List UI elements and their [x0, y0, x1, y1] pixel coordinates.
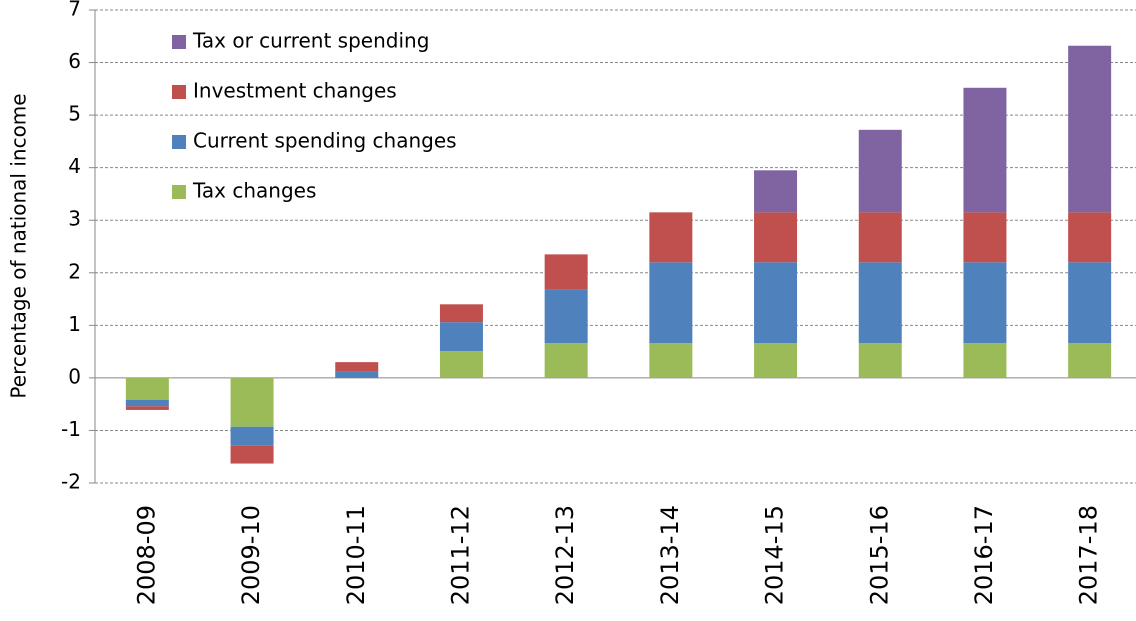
x-tick-label: 2012-13	[551, 505, 579, 605]
y-tick-label: 7	[68, 0, 81, 21]
bar-segment	[1068, 212, 1112, 263]
y-tick-label: -1	[61, 417, 81, 441]
bar-segment	[544, 343, 588, 378]
x-tick-label: 2017-18	[1075, 505, 1103, 605]
bar-segment	[230, 377, 274, 427]
bar-segment	[963, 262, 1007, 344]
y-tick-label: 1	[68, 312, 81, 336]
bar-segment	[125, 399, 169, 407]
bar-segment	[858, 212, 902, 263]
bar-segment	[649, 262, 693, 344]
bar-segment	[754, 212, 798, 263]
bar-segment	[858, 262, 902, 344]
bar-segment	[963, 343, 1007, 378]
bar-segment	[754, 262, 798, 344]
legend-label: Tax or current spending	[192, 29, 429, 53]
bar-segment	[649, 212, 693, 263]
bar-segment	[544, 289, 588, 344]
bar-segment	[335, 362, 379, 372]
y-tick-label: 4	[68, 154, 81, 178]
x-tick-label: 2010-11	[342, 505, 370, 605]
bar-segment	[1068, 343, 1112, 378]
bar-segment	[439, 351, 483, 378]
y-axis-title: Percentage of national income	[7, 93, 31, 398]
bar-segment	[963, 87, 1007, 213]
x-tick-label: 2015-16	[865, 505, 893, 605]
bar-segment	[544, 254, 588, 290]
legend-label: Investment changes	[193, 79, 397, 103]
x-tick-label: 2011-12	[446, 505, 474, 605]
bar-segment	[754, 343, 798, 378]
y-tick-label: 3	[68, 207, 81, 231]
legend-label: Tax changes	[192, 179, 316, 203]
bar-segment	[230, 426, 274, 446]
legend-swatch	[172, 85, 186, 99]
bar-segment	[439, 304, 483, 323]
y-tick-label: 2	[68, 259, 81, 283]
bar-segment	[125, 406, 169, 410]
bar-segment	[754, 170, 798, 213]
bar-segment	[649, 343, 693, 378]
bar-segment	[230, 445, 274, 464]
bar-segment	[1068, 262, 1112, 344]
bar-segment	[439, 322, 483, 352]
y-tick-label: -2	[61, 470, 81, 494]
legend-swatch	[172, 35, 186, 49]
bar-segment	[858, 129, 902, 213]
bar-segment	[1068, 45, 1112, 213]
x-tick-label: 2016-17	[970, 505, 998, 605]
x-tick-label: 2009-10	[237, 505, 265, 605]
x-tick-label: 2008-09	[132, 505, 160, 605]
y-tick-label: 6	[68, 49, 81, 73]
bar-segment	[858, 343, 902, 378]
bar-segment	[963, 212, 1007, 263]
bar-segment	[335, 371, 379, 378]
legend-swatch	[172, 135, 186, 149]
x-tick-label: 2014-15	[761, 505, 789, 605]
legend-swatch	[172, 185, 186, 199]
y-tick-label: 0	[68, 364, 81, 388]
y-tick-label: 5	[68, 102, 81, 126]
legend-label: Current spending changes	[193, 129, 457, 153]
x-tick-label: 2013-14	[656, 505, 684, 605]
bar-segment	[125, 377, 169, 400]
